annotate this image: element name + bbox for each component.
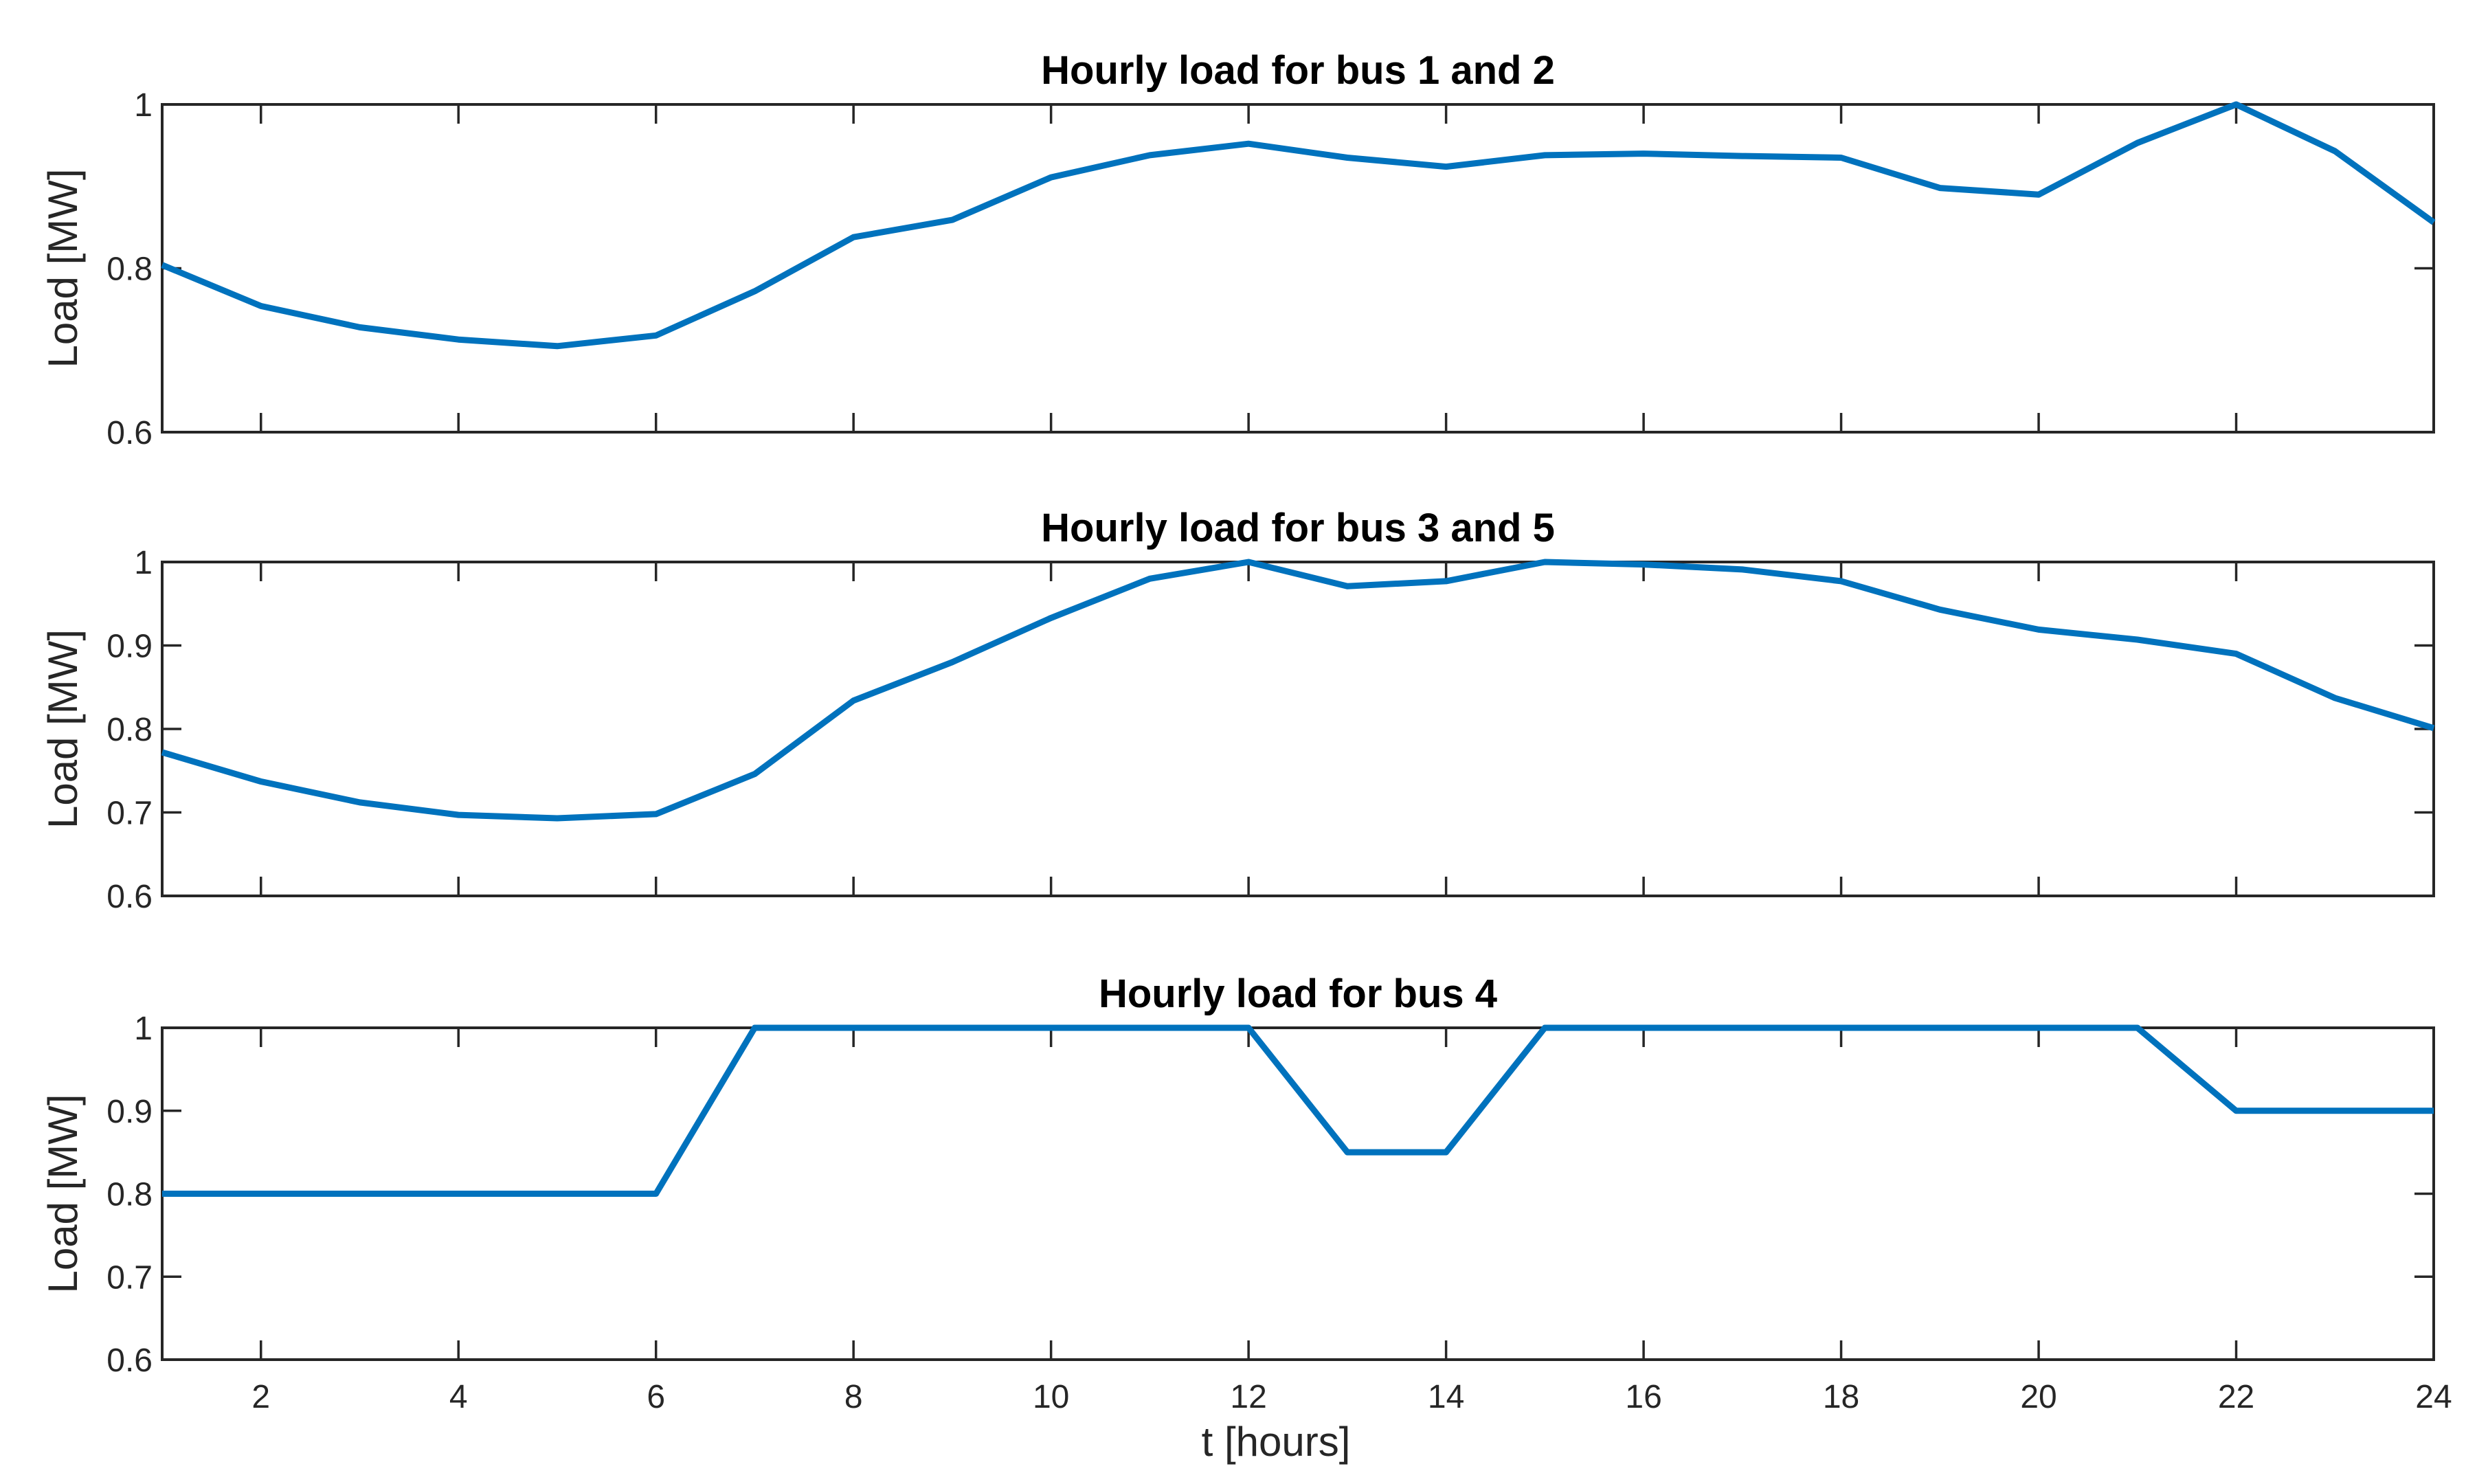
x-tick-label: 6 [647,1379,665,1415]
axes-box [161,103,2435,434]
y-tick-label: 1 [134,1011,153,1047]
y-tick-label: 0.9 [107,1094,153,1130]
x-tick-label: 22 [2218,1379,2254,1415]
x-axis-label: t [hours] [1202,1419,1351,1465]
y-tick-label: 0.8 [107,1177,153,1213]
subplot-3: 2 4 6 8 10 12 14 16 18 20 22 240.60.70.80.91Hourly … [40,971,2452,1465]
x-tick-label: 20 [2020,1379,2056,1415]
y-tick-label: 1 [134,545,153,581]
axes-box [161,561,2435,897]
chart-title: Hourly load for bus 3 and 5 [1041,506,1555,550]
series-line [161,559,2435,822]
y-axis-label: Load [MW] [40,629,86,829]
x-tick-label: 16 [1625,1379,1661,1415]
x-tick-label: 10 [1033,1379,1069,1415]
y-tick-label: 1 [134,87,153,124]
x-tick-label: 12 [1230,1379,1266,1415]
chart-title: Hourly load for bus 1 and 2 [1041,48,1555,93]
chart-title: Hourly load for bus 4 [1099,971,1497,1016]
y-tick-label: 0.7 [107,796,153,832]
x-tick-label: 8 [844,1379,863,1415]
y-axis-label: Load [MW] [40,1094,86,1293]
x-tick-label: 14 [1428,1379,1464,1415]
y-tick-label: 0.7 [107,1259,153,1296]
y-tick-label: 0.8 [107,251,153,288]
y-axis-label: Load [MW] [40,168,86,368]
series-line [162,1024,2434,1197]
x-tick-label: 18 [1823,1379,1859,1415]
y-tick-label: 0.8 [107,712,153,748]
y-tick-label: 0.6 [107,415,153,451]
y-tick-label: 0.6 [107,879,153,915]
subplot-1: 0.6 0.8 1 Hourly load for bus 1 and 2 Load [… [40,48,2436,451]
x-tick-label: 24 [2415,1379,2452,1415]
y-tick-label: 0.9 [107,629,153,665]
subplot-2: 0.6 0.7 0.8 0.9 1 Hourly load for bus 3 and 5… [40,506,2435,915]
y-tick-label: 0.6 [107,1342,153,1379]
x-tick-label: 2 [251,1379,270,1415]
series-line [161,101,2436,350]
x-tick-label: 4 [449,1379,468,1415]
